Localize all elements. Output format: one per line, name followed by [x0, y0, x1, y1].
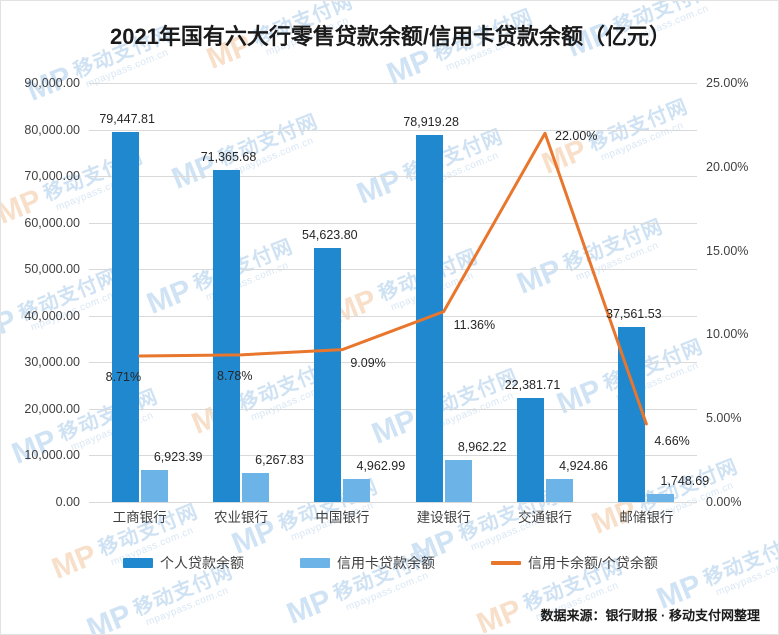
legend-item[interactable]: 个人贷款余额 [123, 553, 244, 573]
line-value-label: 4.66% [654, 433, 690, 448]
bar-credit-card-loan[interactable] [343, 478, 371, 502]
chart-legend: 个人贷款余额 信用卡贷款余额 信用卡余额/个贷余额 [1, 553, 778, 573]
y-axis-left-tick: 0.00 [55, 495, 80, 509]
gridline [89, 315, 697, 317]
bar-personal-loan[interactable] [111, 132, 139, 502]
bar-value-label: 6,267.83 [255, 452, 304, 467]
data-labels-layer: 79,447.81 6,923.39 71,365.68 6,267.83 54,623… [89, 83, 709, 502]
x-axis-category-label: 交通银行 [518, 510, 572, 525]
y-axis-left-tick: 50,000.00 [24, 262, 80, 277]
gridline [89, 83, 697, 84]
y-axis-left-tick: 90,000.00 [24, 76, 80, 90]
gridline [89, 455, 697, 457]
legend-label: 信用卡余额/个贷余额 [528, 555, 658, 571]
chart-title: 2021年国有六大行零售贷款余额/信用卡贷款余额（亿元） [109, 24, 672, 49]
y-axis-left-tick: 60,000.00 [24, 215, 80, 230]
line-value-label: 22.00% [555, 129, 598, 144]
bar-value-label: 4,924.86 [559, 459, 608, 474]
y-axis-right-tick: 0.00% [706, 495, 742, 509]
bar-value-label: 4,962.99 [356, 458, 406, 473]
watermark-logo-icon: MP [472, 593, 527, 635]
bar-credit-card-loan[interactable] [242, 472, 269, 502]
bar-value-label: 8,962.22 [457, 440, 507, 455]
y-axis-left-tick: 70,000.00 [24, 169, 80, 184]
legend-swatch-icon [300, 558, 331, 568]
bars-layer [89, 83, 697, 502]
gridline [89, 362, 697, 364]
bar-credit-card-loan[interactable] [444, 460, 472, 502]
bar-personal-loan[interactable] [517, 397, 544, 502]
plot-area: 0.00 10,000.00 20,000.00 30,000.00 40,000.00… [24, 76, 748, 525]
bar-value-label: 71,365.68 [200, 149, 257, 164]
bar-value-label: 54,623.80 [302, 227, 358, 242]
y-axis-right-tick: 15.00% [706, 243, 749, 258]
bar-value-label: 22,381.71 [504, 377, 561, 392]
legend-item[interactable]: 信用卡贷款余额 [300, 553, 435, 573]
y-axis-right-tick: 5.00% [706, 411, 742, 426]
line-value-label: 9.09% [350, 355, 386, 370]
y-axis-right-tick: 20.00% [706, 159, 749, 174]
legend-swatch-icon [491, 561, 522, 565]
gridline [89, 176, 697, 178]
line-series-layer [89, 83, 697, 502]
bar-credit-card-loan[interactable] [140, 469, 168, 502]
bar-value-label: 1,748.69 [660, 473, 710, 488]
x-axis-category-label: 邮储银行 [619, 510, 674, 525]
legend-swatch-icon [123, 558, 154, 568]
gridline [89, 222, 697, 224]
legend-item[interactable]: 信用卡余额/个贷余额 [491, 553, 658, 573]
watermark-logo-icon: MP [82, 598, 137, 635]
y-axis-right-tick: 10.00% [706, 327, 749, 342]
gridline [89, 502, 697, 503]
x-axis-category-label: 农业银行 [214, 510, 268, 525]
bar-personal-loan[interactable] [213, 169, 240, 502]
bar-personal-loan[interactable] [314, 247, 342, 502]
y-axis-left-tick: 40,000.00 [24, 308, 80, 323]
gridline [89, 269, 697, 271]
watermark-logo-icon: MP [0, 303, 22, 351]
line-value-label: 8.78% [217, 368, 253, 383]
y-axis-right-tick: 25.00% [706, 76, 749, 90]
y-axis-left-tick: 20,000.00 [24, 401, 80, 416]
legend-label: 信用卡贷款余额 [337, 555, 436, 571]
bar-credit-card-loan[interactable] [546, 479, 573, 502]
line-value-label: 8.71% [105, 370, 142, 385]
watermark-logo-icon: MP [282, 583, 337, 631]
x-axis-category-label: 中国银行 [315, 510, 370, 525]
bar-value-label: 6,923.39 [153, 449, 203, 464]
ratio-line-series [138, 131, 648, 426]
y-axis-left-tick: 80,000.00 [24, 122, 80, 137]
legend-label: 个人贷款余额 [160, 555, 245, 571]
data-source-note: 数据来源：银行财报 · 移动支付网整理 [540, 608, 760, 623]
gridline [89, 129, 697, 131]
x-axis-category-label: 建设银行 [416, 510, 471, 525]
y-axis-left-tick: 10,000.00 [24, 448, 80, 463]
bar-value-label: 78,919.28 [403, 114, 459, 129]
bar-credit-card-loan[interactable] [647, 493, 675, 502]
y-axis-left-tick: 30,000.00 [24, 355, 80, 370]
line-value-label: 11.36% [453, 317, 496, 332]
gridline [89, 408, 697, 410]
x-axis-category-label: 工商银行 [112, 510, 167, 525]
bar-value-label: 79,447.81 [99, 112, 155, 127]
bar-value-label: 37,561.53 [606, 307, 662, 322]
